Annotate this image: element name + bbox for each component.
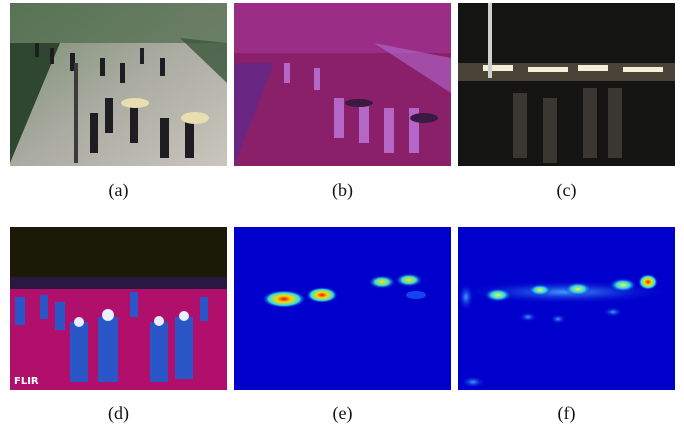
panel-f-image — [458, 227, 675, 390]
caption-e: (e) — [332, 403, 353, 423]
panel-d-image: FLIR — [10, 227, 227, 390]
caption-c: (c) — [556, 180, 577, 200]
caption-f: (f) — [557, 403, 576, 423]
caption-a: (a) — [108, 180, 129, 200]
panel-c-image — [458, 3, 675, 166]
panel-a-image — [10, 3, 227, 166]
caption-b: (b) — [332, 180, 353, 200]
panel-b-image — [234, 3, 451, 166]
panel-e-image — [234, 227, 451, 390]
caption-d: (d) — [108, 403, 129, 423]
flir-watermark: FLIR — [14, 376, 39, 387]
